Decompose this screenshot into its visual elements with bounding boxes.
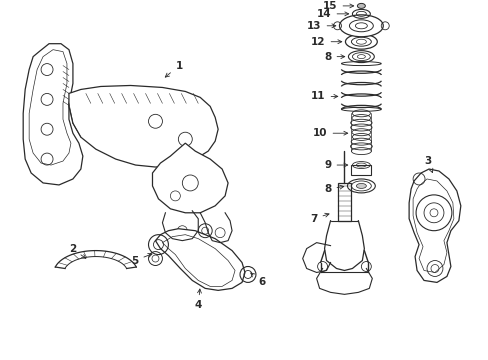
Text: 10: 10 [312, 128, 347, 138]
Polygon shape [69, 85, 218, 167]
Text: 2: 2 [68, 244, 86, 258]
Text: 15: 15 [323, 1, 353, 11]
FancyBboxPatch shape [337, 183, 351, 221]
Text: 4: 4 [194, 289, 202, 310]
Polygon shape [155, 229, 244, 291]
Text: 13: 13 [306, 21, 335, 31]
Text: 1: 1 [165, 60, 182, 77]
Text: 12: 12 [310, 37, 341, 47]
Ellipse shape [356, 184, 366, 188]
Polygon shape [23, 44, 82, 185]
Text: 11: 11 [310, 91, 337, 102]
FancyBboxPatch shape [351, 165, 370, 175]
Text: 8: 8 [324, 51, 344, 62]
Polygon shape [152, 143, 227, 213]
Text: 9: 9 [324, 160, 347, 170]
Text: 3: 3 [423, 156, 432, 172]
Text: 8: 8 [324, 184, 343, 194]
Text: 14: 14 [316, 9, 348, 19]
Ellipse shape [339, 15, 383, 37]
Text: 6: 6 [250, 273, 264, 287]
Ellipse shape [357, 3, 365, 8]
Polygon shape [408, 169, 460, 282]
Text: 5: 5 [131, 253, 152, 266]
Text: 7: 7 [309, 213, 328, 224]
